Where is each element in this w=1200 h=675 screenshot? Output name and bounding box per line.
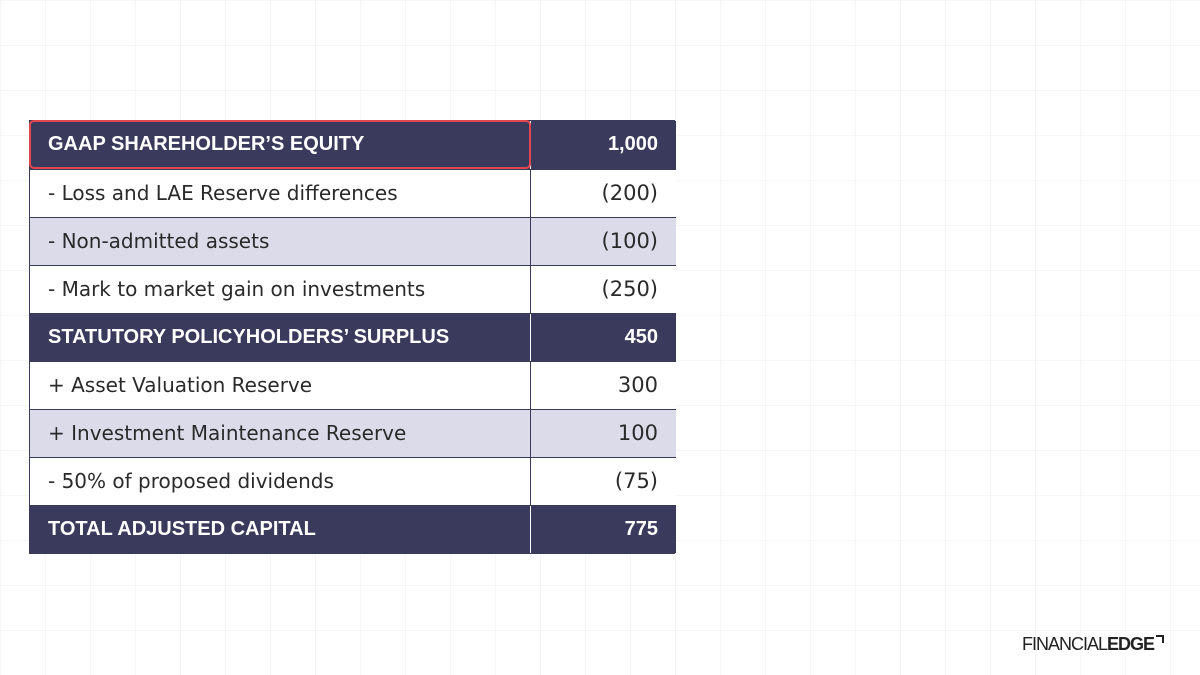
table-row-gaap-equity: GAAP SHAREHOLDER’S EQUITY 1,000 (30, 121, 676, 170)
table-row-statutory-surplus: STATUTORY POLICYHOLDERS’ SURPLUS 450 (30, 313, 676, 362)
row-label: TOTAL ADJUSTED CAPITAL (30, 505, 530, 553)
row-label: - Non-admitted assets (30, 217, 530, 266)
row-label: + Investment Maintenance Reserve (30, 409, 530, 458)
financial-edge-logo: FINANCIAL EDGE (1022, 634, 1165, 655)
row-label: - 50% of proposed dividends (30, 457, 530, 506)
row-label: GAAP SHAREHOLDER’S EQUITY (30, 121, 530, 170)
table-row-total-adjusted-capital: TOTAL ADJUSTED CAPITAL 775 (30, 505, 676, 553)
row-label: + Asset Valuation Reserve (30, 361, 530, 410)
logo-text-financial: FINANCIAL (1022, 634, 1108, 654)
table-row: - Mark to market gain on investments (25… (30, 265, 676, 314)
table-row: - Loss and LAE Reserve differences (200) (30, 169, 676, 218)
row-value: 775 (529, 505, 676, 553)
row-value: (250) (529, 265, 676, 314)
row-label: - Mark to market gain on investments (30, 265, 530, 314)
row-value: (75) (529, 457, 676, 506)
table-row: - 50% of proposed dividends (75) (30, 457, 676, 506)
row-value: 100 (529, 409, 676, 458)
row-label: - Loss and LAE Reserve differences (30, 169, 530, 218)
logo-text-edge: EDGE (1107, 634, 1155, 654)
row-value: 450 (529, 313, 676, 362)
table-row: + Investment Maintenance Reserve 100 (30, 409, 676, 458)
table-row: + Asset Valuation Reserve 300 (30, 361, 676, 410)
row-value: (200) (529, 169, 676, 218)
row-value: (100) (529, 217, 676, 266)
table-row: - Non-admitted assets (100) (30, 217, 676, 266)
row-label: STATUTORY POLICYHOLDERS’ SURPLUS (30, 313, 530, 362)
logo-corner-icon (1156, 635, 1165, 643)
capital-table: GAAP SHAREHOLDER’S EQUITY 1,000 - Loss a… (29, 120, 676, 554)
row-value: 300 (529, 361, 676, 410)
row-value: 1,000 (529, 121, 676, 170)
